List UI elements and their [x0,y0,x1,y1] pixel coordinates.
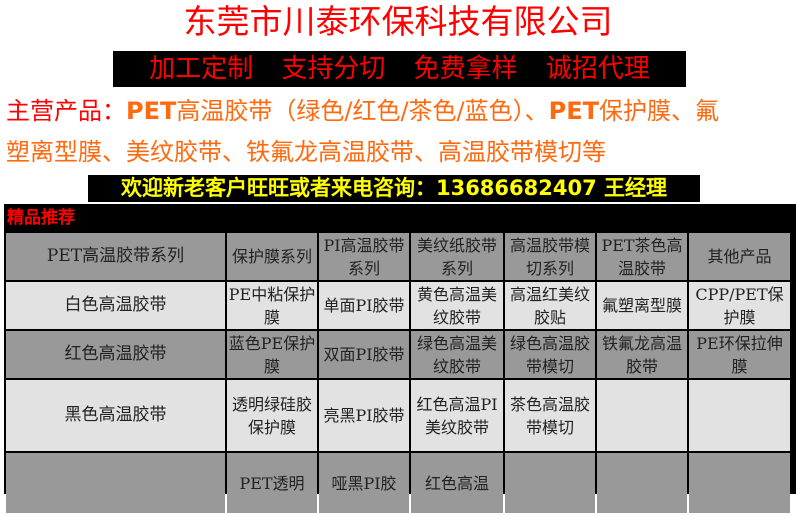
table-cell[interactable]: 双面PI胶带 [319,331,409,378]
table-cell[interactable]: 美纹纸胶带系列 [411,233,503,280]
table-cell[interactable]: PET茶色高温胶带 [597,233,687,280]
table-cell[interactable]: 氟塑离型膜 [597,282,687,329]
text: 高温胶带（绿色/红色/茶色/蓝色）、 [176,97,549,125]
table-cell[interactable]: 其他产品 [689,233,790,280]
table-cell[interactable]: 蓝色PE保护膜 [227,331,317,378]
table-cell[interactable]: PE环保拉伸膜 [689,331,790,378]
table-cell[interactable]: 黄色高温美纹胶带 [411,282,503,329]
contact-banner: 欢迎新老客户旺旺或者来电咨询：13686682407 王经理 [88,175,700,202]
table-cell[interactable]: PI高温胶带系列 [319,233,409,280]
table-cell[interactable]: 白色高温胶带 [6,282,225,329]
table-cell[interactable]: 高温红美纹胶贴 [505,282,595,329]
main-products-line1: 主营产品：PET高温胶带（绿色/红色/茶色/蓝色）、PET保护膜、氟 [6,95,719,127]
table-cell[interactable]: 红色高温PI美纹胶带 [411,380,503,451]
contact-text: 欢迎新老客户旺旺或者来电咨询： [120,176,436,200]
table-row: 白色高温胶带 PE中粘保护膜 单面PI胶带 黄色高温美纹胶带 高温红美纹胶贴 氟塑离型膜 C… [6,282,790,329]
table-row: 红色高温胶带 蓝色PE保护膜 双面PI胶带 绿色高温美纹胶带 绿色高温胶带模切 铁氟龙高温… [6,331,790,378]
text: PET [548,97,599,125]
service-item: 支持分切 [281,54,386,84]
table-cell[interactable]: 黑色高温胶带 [6,380,225,451]
table-cell[interactable]: PET高温胶带系列 [6,233,225,280]
table-cell[interactable] [6,453,225,513]
service-item: 免费拿样 [413,54,518,84]
main-products-label: 主营产品： [6,97,126,125]
text: PET [126,97,177,125]
main-products-line2: 塑离型膜、美纹胶带、铁氟龙高温胶带、高温胶带模切等 [6,138,606,166]
table-cell[interactable] [597,453,687,513]
table-cell[interactable] [689,453,790,513]
table-cell[interactable]: 哑黑PI胶 [319,453,409,513]
table-cell[interactable]: 透明绿硅胶保护膜 [227,380,317,451]
table-cell[interactable]: 高温胶带模切系列 [505,233,595,280]
table-cell[interactable]: PET透明 [227,453,317,513]
table-cell[interactable]: 铁氟龙高温胶带 [597,331,687,378]
product-table: PET高温胶带系列 保护膜系列 PI高温胶带系列 美纹纸胶带系列 高温胶带模切系列 PET… [4,231,792,515]
table-cell[interactable]: 红色高温胶带 [6,331,225,378]
phone-number: 13686682407 [435,176,597,200]
company-title: 东莞市川泰环保科技有限公司 [183,2,613,41]
table-cell[interactable]: CPP/PET保护膜 [689,282,790,329]
table-cell[interactable]: 绿色高温胶带模切 [505,331,595,378]
featured-products-table: 精品推荐 PET高温胶带系列 保护膜系列 PI高温胶带系列 美纹纸胶带系列 高温胶带模切… [4,204,796,513]
service-item: 加工定制 [149,54,254,84]
contact-name: 王经理 [596,176,668,200]
table-row: PET透明 哑黑PI胶 红色高温 [6,453,790,513]
services-banner: 加工定制 支持分切 免费拿样 诚招代理 [113,51,686,87]
table-cell[interactable]: 茶色高温胶带模切 [505,380,595,451]
table-cell[interactable] [505,453,595,513]
service-item: 诚招代理 [545,54,650,84]
table-cell[interactable]: 亮黑PI胶带 [319,380,409,451]
table-caption: 精品推荐 [7,208,75,228]
table-cell[interactable]: PE中粘保护膜 [227,282,317,329]
table-cell[interactable]: 保护膜系列 [227,233,317,280]
text: 保护膜、氟 [598,97,719,125]
table-row: 黑色高温胶带 透明绿硅胶保护膜 亮黑PI胶带 红色高温PI美纹胶带 茶色高温胶带模切 [6,380,790,451]
table-cell[interactable]: 绿色高温美纹胶带 [411,331,503,378]
table-cell[interactable] [597,380,687,451]
table-cell[interactable] [689,380,790,451]
table-cell[interactable]: 红色高温 [411,453,503,513]
table-row: PET高温胶带系列 保护膜系列 PI高温胶带系列 美纹纸胶带系列 高温胶带模切系列 PET… [6,233,790,280]
table-cell[interactable]: 单面PI胶带 [319,282,409,329]
